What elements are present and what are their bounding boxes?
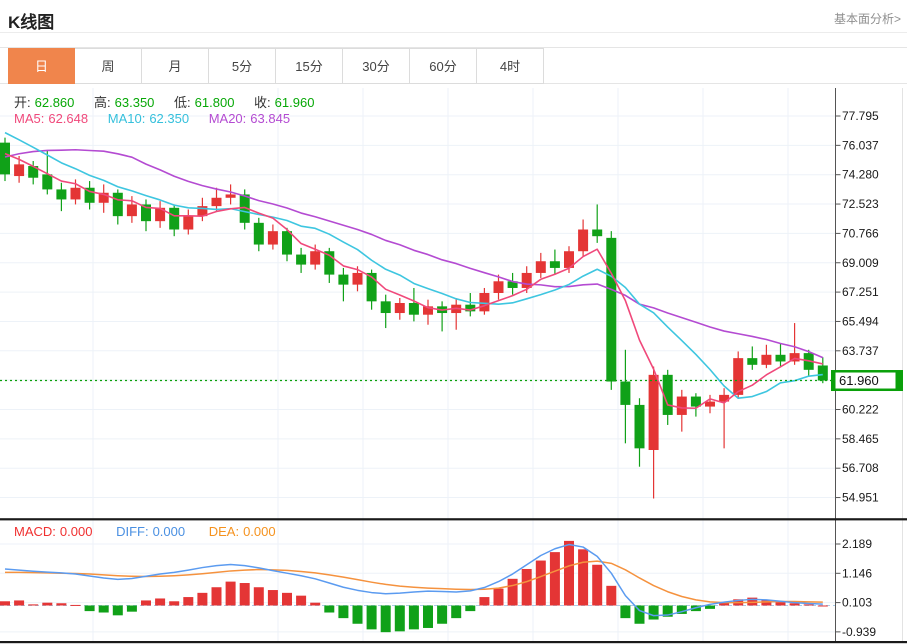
dea-line: [5, 560, 823, 604]
svg-text:60.222: 60.222: [842, 403, 879, 417]
macd-readout: MACD: 0.000 DIFF: 0.000 DEA: 0.000: [14, 524, 280, 539]
svg-text:0.103: 0.103: [842, 596, 872, 610]
tab-4时[interactable]: 4时: [477, 48, 544, 84]
tab-5分[interactable]: 5分: [209, 48, 276, 84]
svg-text:1.146: 1.146: [842, 566, 872, 580]
svg-text:2.189: 2.189: [842, 537, 872, 551]
dea-label: DEA:: [208, 524, 240, 539]
low-label: 低:: [174, 95, 191, 110]
high-label: 高:: [94, 95, 111, 110]
ma5-value: 62.648: [48, 111, 89, 126]
ma20-label: MA20:: [208, 111, 247, 126]
open-value: 62.860: [34, 95, 75, 110]
grid-layer: [0, 88, 835, 641]
pane-separators: [0, 518, 907, 644]
svg-text:77.795: 77.795: [842, 109, 879, 123]
svg-text:72.523: 72.523: [842, 197, 879, 211]
period-tab-bar: 日周月 5分 15分 30分 60分 4时: [0, 47, 907, 84]
fundamental-analysis-link[interactable]: 基本面分析>: [833, 12, 901, 26]
tab-30分[interactable]: 30分: [343, 48, 410, 84]
tab-60分[interactable]: 60分: [410, 48, 477, 84]
low-value: 61.800: [194, 95, 235, 110]
ma20-line: [4, 148, 824, 359]
macd-label: MACD:: [14, 524, 56, 539]
dea-value: 0.000: [243, 524, 276, 539]
y-axis: 77.795 76.037 74.280 72.523 70.766 69.009 67.2…: [835, 88, 903, 643]
open-label: 开:: [14, 95, 31, 110]
svg-text:54.951: 54.951: [842, 491, 879, 505]
svg-text:61.960: 61.960: [839, 373, 879, 388]
svg-text:56.708: 56.708: [842, 461, 879, 475]
ma10-line: [4, 131, 823, 400]
ma5-label: MA5:: [14, 111, 45, 126]
macd-layer: [0, 540, 835, 633]
tab-日[interactable]: 日: [8, 48, 75, 84]
close-label: 收:: [254, 95, 271, 110]
tab-15分[interactable]: 15分: [276, 48, 343, 84]
tab-月[interactable]: 月: [142, 48, 209, 84]
ohlc-readout: 开: 62.860 高: 63.350 低: 61.800 收: 61.960: [14, 92, 318, 111]
svg-text:63.737: 63.737: [842, 344, 879, 358]
svg-text:74.280: 74.280: [842, 168, 879, 182]
ma10-value: 62.350: [149, 111, 190, 126]
svg-text:70.766: 70.766: [842, 226, 879, 240]
last-price-tag: 61.960: [831, 370, 903, 392]
period-tabs: 日周月 5分 15分 30分 60分 4时: [8, 48, 544, 84]
ma-readout: MA5: 62.648 MA10: 62.350 MA20: 63.845: [14, 111, 294, 126]
close-value: 61.960: [274, 95, 315, 110]
svg-text:65.494: 65.494: [842, 314, 879, 328]
svg-text:76.037: 76.037: [842, 138, 879, 152]
macd-value: 0.000: [59, 524, 93, 539]
svg-text:69.009: 69.009: [842, 256, 879, 270]
diff-value: 0.000: [152, 524, 186, 539]
high-value: 63.350: [114, 95, 155, 110]
svg-text:-0.939: -0.939: [842, 625, 876, 639]
diff-line: [4, 543, 823, 617]
ma20-value: 63.845: [250, 111, 291, 126]
diff-label: DIFF:: [116, 524, 149, 539]
ma10-label: MA10:: [107, 111, 146, 126]
ma5-line: [4, 152, 823, 410]
svg-text:58.465: 58.465: [842, 432, 879, 446]
svg-text:67.251: 67.251: [842, 285, 879, 299]
candles-layer: [0, 137, 828, 499]
header-divider: [0, 32, 907, 33]
page-title: K线图: [8, 13, 55, 32]
tab-周[interactable]: 周: [75, 48, 142, 84]
